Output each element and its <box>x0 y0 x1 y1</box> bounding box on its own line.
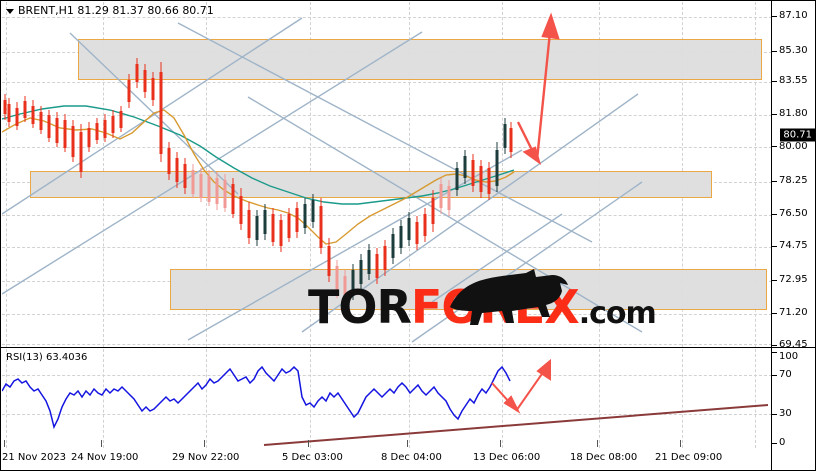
rsi-level-70 <box>2 375 772 376</box>
time-tick-label: 18 Dec 08:00 <box>570 452 638 463</box>
gridline-horizontal <box>2 17 772 18</box>
time-tick-label: 21 Dec 09:00 <box>655 452 723 463</box>
bull-icon <box>450 269 568 325</box>
trendline-up-4 <box>301 93 639 333</box>
time-tick-label: 29 Nov 22:00 <box>172 452 240 463</box>
time-tick-label: 13 Dec 06:00 <box>473 452 541 463</box>
candlestick-series <box>3 58 513 304</box>
price-tick: 74.75 <box>779 240 808 251</box>
gridline-vertical <box>755 2 756 347</box>
trendline-up-5 <box>411 181 643 343</box>
price-tick: 87.10 <box>779 10 808 21</box>
price-tick: 71.20 <box>779 307 808 318</box>
rsi-tick: 0 <box>779 437 786 448</box>
price-tick: 78.25 <box>779 175 808 186</box>
rsi-plot-area[interactable] <box>2 349 772 448</box>
resistance-zone-middle <box>30 171 712 198</box>
rsi-panel[interactable]: 100 70 30 0 RSI(13) 63.4036 <box>0 347 816 471</box>
price-tick: 85.30 <box>779 45 808 56</box>
price-tick: 76.50 <box>779 208 808 219</box>
zigzag-forecast-arrow <box>516 12 560 165</box>
rsi-tick: 30 <box>779 408 792 419</box>
symbol-header-text: BRENT,H1 81.29 81.37 80.66 80.71 <box>18 4 214 17</box>
rsi-series-svg <box>2 358 769 446</box>
price-chart-panel[interactable]: TORFOREX.com 87.10 85.30 83.55 81.80 80.… <box>0 0 816 350</box>
chevron-down-icon[interactable] <box>6 8 14 14</box>
trendline-up-2 <box>2 31 423 295</box>
time-tick-label: 24 Nov 19:00 <box>71 452 139 463</box>
time-tick-label: 21 Nov 2023 <box>2 452 67 463</box>
trendline-up-6 <box>431 213 563 303</box>
gridline-vertical <box>6 2 7 347</box>
time-tick-label: 5 Dec 03:00 <box>282 452 343 463</box>
trendline-down-3 <box>247 96 643 333</box>
trendline-group <box>2 17 643 343</box>
time-tick-label: 8 Dec 04:00 <box>381 452 442 463</box>
rsi-line <box>2 365 511 430</box>
ma-slow-line <box>2 105 515 205</box>
rsi-level-30 <box>2 414 772 415</box>
rsi-tick: 70 <box>779 369 792 380</box>
price-tick: 69.45 <box>779 339 808 350</box>
resistance-zone-upper <box>78 39 762 80</box>
rsi-label: RSI(13) 63.4036 <box>6 352 88 363</box>
price-tick: 72.95 <box>779 274 808 285</box>
gridline-horizontal <box>2 215 772 216</box>
gridline-horizontal <box>2 115 772 116</box>
trendline-down-2 <box>177 22 593 243</box>
trendline-up-1 <box>2 17 303 215</box>
ma-fast-line <box>2 109 515 245</box>
rsi-forecast-arrow <box>491 358 551 414</box>
rsi-axis[interactable]: 100 70 30 0 <box>771 348 815 470</box>
trendline-up-3 <box>187 149 523 341</box>
price-axis[interactable]: 87.10 85.30 83.55 81.80 80.71 80.00 78.2… <box>771 1 815 350</box>
price-tick: 80.00 <box>779 141 808 152</box>
price-plot-area[interactable]: TORFOREX.com <box>2 2 772 347</box>
price-tick: 83.55 <box>779 75 808 86</box>
gridline-horizontal <box>2 344 772 345</box>
gridline-horizontal <box>2 314 772 315</box>
rsi-trendline <box>263 404 769 446</box>
price-tick: 81.80 <box>779 108 808 119</box>
gridline-horizontal <box>2 82 772 83</box>
price-series-svg <box>2 12 643 343</box>
gridline-horizontal <box>2 247 772 248</box>
symbol-header[interactable]: BRENT,H1 81.29 81.37 80.66 80.71 <box>6 4 214 17</box>
last-price-label: 80.71 <box>780 128 815 142</box>
gridline-horizontal <box>2 147 772 148</box>
rsi-tick: 100 <box>779 351 799 362</box>
